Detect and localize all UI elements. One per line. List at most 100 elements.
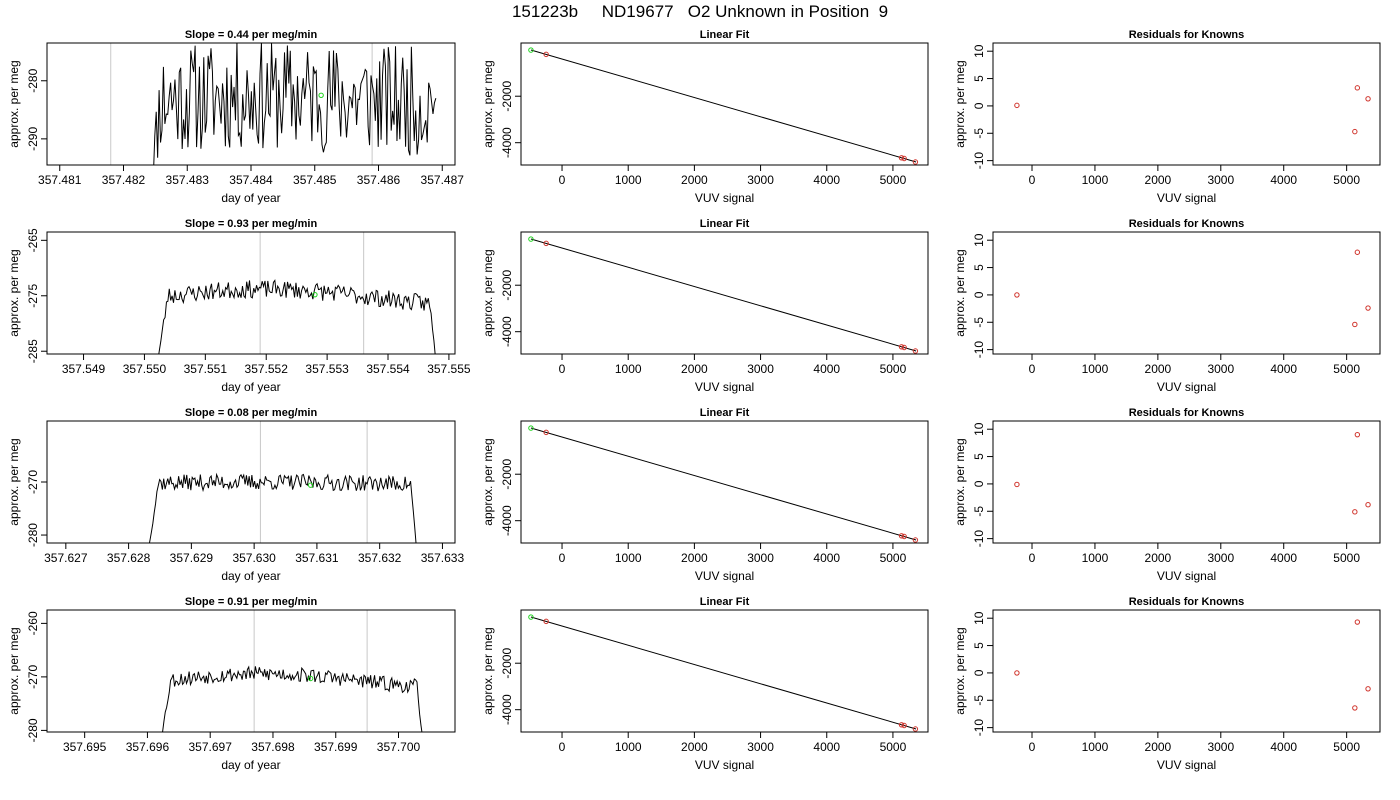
panel-title: Linear Fit	[700, 29, 750, 41]
x-tick-label: 357.627	[44, 551, 88, 565]
known-point	[898, 722, 905, 728]
x-tick-label: 357.555	[427, 362, 471, 376]
panel-linear-fit-row-4: Linear Fit 0 1000 2000 3000 4000 5000 -4000 -200…	[481, 596, 929, 772]
fit-line	[530, 427, 917, 541]
panel-title: Residuals for Knowns	[1129, 29, 1245, 41]
known-point	[1352, 509, 1358, 515]
x-tick-label: 3000	[1207, 551, 1234, 565]
known-point	[1365, 502, 1371, 508]
y-tick-label: -275	[26, 283, 40, 307]
panel-time-series-row-3: Slope = 0.08 per meg/min 357.627 357.628 35…	[7, 407, 464, 583]
unknown-marker	[312, 291, 318, 298]
x-tick-label: 3000	[747, 740, 774, 754]
known-point	[898, 155, 905, 161]
panel-frame	[520, 609, 929, 733]
panel-frame	[520, 420, 929, 544]
x-tick-label: 357.481	[38, 173, 82, 187]
x-tick-label: 1000	[1082, 551, 1109, 565]
known-point	[543, 618, 549, 625]
x-tick-label: 2000	[1145, 740, 1172, 754]
y-tick-label: 10	[972, 611, 986, 625]
panel-residuals-row-2: Residuals for Knowns 0 1000 2000 3000 4000 500…	[953, 218, 1381, 394]
y-tick-label: -280	[26, 523, 40, 547]
x-tick-label: 5000	[880, 551, 907, 565]
x-tick-label: 3000	[747, 551, 774, 565]
unknown-marker	[307, 482, 314, 488]
x-tick-label: 4000	[1270, 362, 1297, 376]
data-trace	[158, 279, 436, 354]
plot-area	[158, 232, 436, 354]
plot-area	[528, 236, 919, 354]
x-tick-label: 0	[559, 362, 566, 376]
x-tick-label: 357.550	[123, 362, 167, 376]
y-axis-label: approx. per meg	[7, 438, 21, 525]
x-tick-label: 357.698	[251, 740, 295, 754]
x-tick-label: 1000	[1082, 740, 1109, 754]
y-tick-label: -270	[26, 470, 40, 494]
known-point	[1354, 85, 1361, 91]
plot-area	[148, 421, 417, 543]
panel-title: Linear Fit	[700, 218, 750, 230]
x-tick-label: 0	[559, 173, 566, 187]
data-trace	[162, 665, 423, 732]
known-point	[1352, 321, 1358, 328]
panel-title: Residuals for Knowns	[1129, 407, 1245, 419]
y-tick-label: -260	[26, 611, 40, 635]
x-tick-label: 3000	[1207, 362, 1234, 376]
y-tick-label: -4000	[500, 505, 514, 536]
x-tick-label: 357.553	[305, 362, 349, 376]
x-tick-label: 357.484	[229, 173, 273, 187]
x-tick-label: 0	[559, 740, 566, 754]
x-axis-label: VUV signal	[695, 380, 754, 394]
known-point	[901, 722, 907, 729]
x-axis-label: day of year	[221, 191, 280, 205]
x-axis-label: day of year	[221, 569, 280, 583]
y-tick-label: 10	[972, 422, 986, 436]
x-tick-label: 4000	[813, 362, 840, 376]
x-tick-label: 0	[1029, 740, 1036, 754]
known-point	[1014, 102, 1020, 109]
x-tick-label: 357.630	[232, 551, 276, 565]
x-tick-label: 357.695	[63, 740, 107, 754]
x-tick-label: 4000	[1270, 740, 1297, 754]
plot-area	[1014, 431, 1371, 515]
panel-title: Residuals for Knowns	[1129, 218, 1245, 230]
y-axis-label: approx. per meg	[481, 60, 495, 147]
y-tick-label: -10	[972, 152, 986, 170]
x-tick-label: 2000	[1145, 173, 1172, 187]
y-tick-label: -4000	[500, 316, 514, 347]
x-tick-label: 357.549	[62, 362, 106, 376]
x-tick-label: 1000	[615, 362, 642, 376]
x-tick-label: 357.629	[170, 551, 214, 565]
x-tick-label: 357.554	[366, 362, 410, 376]
unknown-marker	[318, 92, 324, 98]
y-tick-label: 5	[972, 264, 986, 271]
y-tick-label: -10	[972, 530, 986, 548]
known-point	[898, 533, 905, 539]
y-tick-label: 10	[972, 44, 986, 58]
x-tick-label: 2000	[681, 551, 708, 565]
x-tick-label: 3000	[747, 173, 774, 187]
x-tick-label: 357.482	[102, 173, 146, 187]
y-axis-label: approx. per meg	[481, 438, 495, 525]
x-axis-label: VUV signal	[1157, 569, 1216, 583]
known-point	[1354, 431, 1361, 438]
x-tick-label: 357.696	[126, 740, 170, 754]
y-axis-label: approx. per meg	[481, 627, 495, 714]
panel-frame	[520, 42, 929, 166]
panel-linear-fit-row-2: Linear Fit 0 1000 2000 3000 4000 5000 -4000 -200…	[481, 218, 929, 394]
y-tick-label: -270	[26, 665, 40, 689]
x-tick-label: 2000	[681, 173, 708, 187]
x-tick-label: 4000	[813, 173, 840, 187]
panel-linear-fit-row-3: Linear Fit 0 1000 2000 3000 4000 5000 -4000 -200…	[481, 407, 929, 583]
x-tick-label: 4000	[813, 740, 840, 754]
y-tick-label: 5	[972, 453, 986, 460]
known-point	[901, 344, 907, 351]
x-tick-label: 357.632	[358, 551, 402, 565]
x-tick-label: 357.483	[166, 173, 210, 187]
panel-time-series-row-4: Slope = 0.91 per meg/min 357.695 357.696 35…	[7, 596, 456, 772]
y-tick-label: -2000	[500, 648, 514, 679]
known-point	[912, 159, 919, 165]
x-tick-label: 357.700	[377, 740, 421, 754]
x-axis-label: VUV signal	[695, 191, 754, 205]
